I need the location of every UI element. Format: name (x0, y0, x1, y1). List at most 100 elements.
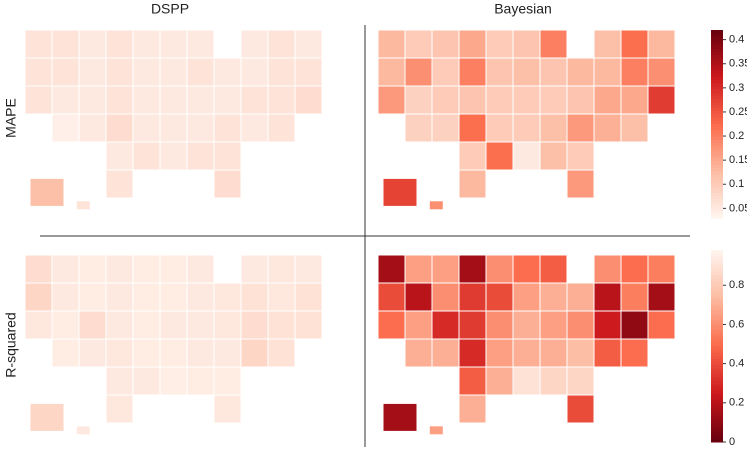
colorbar-swatch (711, 58, 723, 62)
state (512, 141, 541, 171)
state (593, 282, 622, 312)
state (593, 338, 622, 368)
state (132, 366, 161, 396)
colorbar-swatch (711, 278, 723, 283)
state (539, 366, 568, 396)
state (186, 338, 215, 368)
state (539, 338, 568, 368)
state (485, 310, 514, 340)
state (458, 113, 487, 143)
colorbar-tick-label: 0.8 (729, 279, 744, 291)
colorbar-tick-label: 0.15 (729, 154, 747, 166)
state (566, 141, 595, 171)
state (78, 29, 107, 59)
colorbar-swatch (711, 77, 723, 81)
state (377, 254, 406, 284)
colorbar-swatch (711, 124, 723, 128)
colorbar-swatch (711, 336, 723, 341)
colorbar-swatch (711, 183, 723, 188)
state (431, 282, 460, 312)
state (186, 57, 215, 87)
colorbar-swatch (711, 86, 723, 91)
state (620, 338, 649, 368)
colorbar-tick-label: 0.6 (729, 318, 744, 330)
colorbar-swatch (711, 108, 723, 112)
colorbar-swatch (711, 73, 723, 78)
colorbar-tick-label: 0 (729, 436, 735, 448)
colorbar-swatch (711, 111, 723, 116)
state (647, 57, 676, 87)
state (213, 141, 242, 171)
state (105, 113, 134, 143)
state (132, 310, 161, 340)
state (404, 254, 433, 284)
state (566, 113, 595, 143)
colorbar-swatch (711, 39, 723, 44)
state (105, 394, 134, 424)
colorbar-swatch (711, 158, 723, 163)
colorbar-tick-label: 0.35 (729, 58, 747, 70)
state (105, 254, 134, 284)
state (458, 394, 487, 424)
colorbar-swatch (711, 365, 723, 369)
colorbar-swatch (711, 333, 723, 337)
state (566, 310, 595, 340)
colorbar-swatch (711, 288, 723, 293)
state (294, 282, 323, 312)
colorbar-swatch (711, 161, 723, 166)
colorbar-swatch (711, 416, 723, 421)
state (159, 85, 188, 115)
state (566, 282, 595, 312)
state (431, 310, 460, 340)
state (539, 57, 568, 87)
state (186, 85, 215, 115)
state (485, 141, 514, 171)
colorbar-swatch (711, 120, 723, 125)
state (213, 338, 242, 368)
colorbar-swatch (711, 211, 723, 216)
colorbar-swatch (711, 339, 723, 344)
state (105, 310, 134, 340)
colorbar-swatch (711, 384, 723, 389)
state (647, 29, 676, 59)
state (404, 85, 433, 115)
colorbar-swatch (711, 186, 723, 191)
state (458, 85, 487, 115)
state (78, 57, 107, 87)
state (213, 310, 242, 340)
state (566, 169, 595, 199)
colorbar-swatch (711, 390, 723, 395)
colorbar-swatch (711, 152, 723, 156)
state (294, 57, 323, 87)
state (404, 282, 433, 312)
state (240, 85, 269, 115)
state (431, 113, 460, 143)
state (132, 113, 161, 143)
colorbar-swatch (711, 253, 723, 257)
state (404, 57, 433, 87)
colorbar-swatch (711, 133, 723, 138)
colorbar-swatch (711, 114, 723, 119)
state (593, 310, 622, 340)
state (105, 57, 134, 87)
colorbar-swatch (711, 323, 723, 328)
state (404, 113, 433, 143)
state (24, 85, 53, 115)
state (132, 29, 161, 59)
state (593, 29, 622, 59)
state (512, 282, 541, 312)
state (620, 282, 649, 312)
colorbar-swatch (711, 36, 723, 40)
state (132, 57, 161, 87)
state (186, 282, 215, 312)
state (78, 85, 107, 115)
state (51, 338, 80, 368)
state (512, 366, 541, 396)
state (105, 282, 134, 312)
state (647, 282, 676, 312)
colorbar-swatch (711, 55, 723, 59)
colorbar-swatch (711, 105, 723, 109)
state (213, 366, 242, 396)
colorbar-swatch (711, 275, 723, 280)
colorbar-swatch (711, 102, 723, 106)
